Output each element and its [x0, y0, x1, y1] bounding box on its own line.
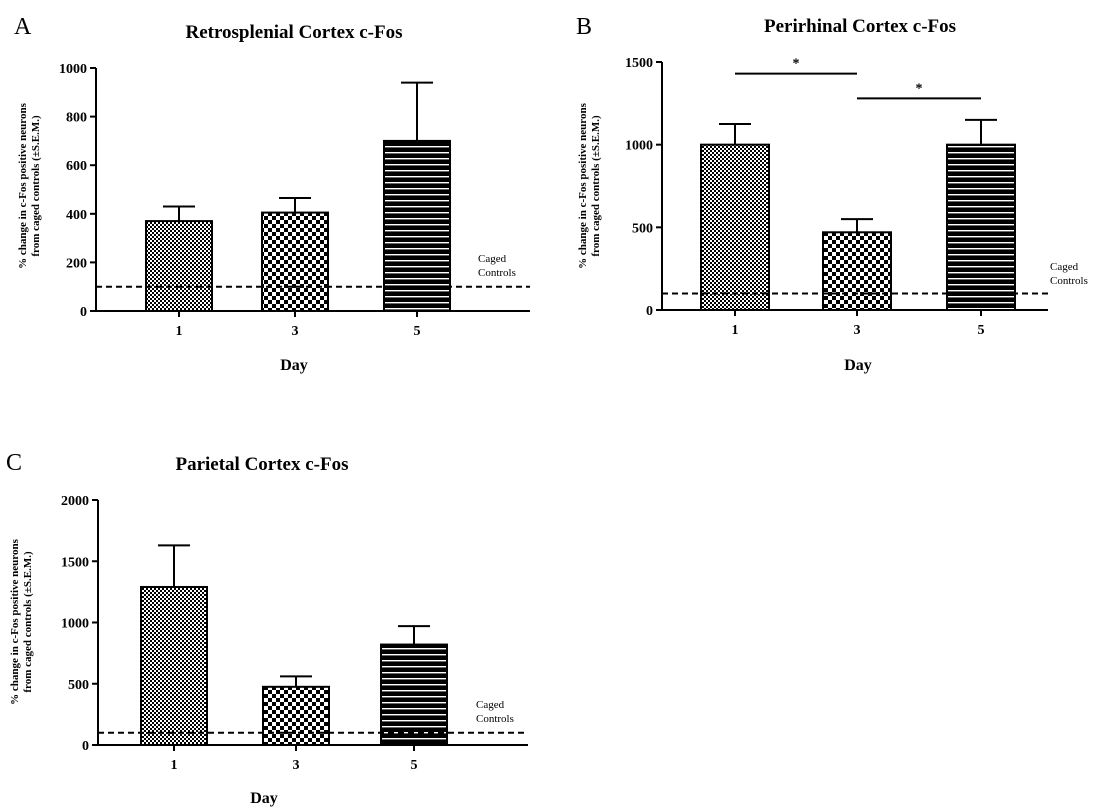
panel-letter-a: A: [14, 14, 32, 40]
y-axis-label-c-line1: % change in c-Fos positive neurons: [9, 538, 21, 704]
x-axis-label-c: Day: [250, 790, 278, 807]
panel-b: B Perirhinal Cortex c-Fos % change in c-…: [560, 0, 1105, 390]
y-tick-label-c: 0: [82, 739, 89, 754]
chart-title-c: Parietal Cortex c-Fos: [175, 454, 348, 475]
bar-c-day-3: [262, 685, 330, 746]
y-tick-label-c: 1000: [61, 617, 89, 632]
y-tick-label-c: 2000: [61, 494, 89, 509]
bar-a-day-1: [145, 220, 213, 312]
chart-c: C Parietal Cortex c-Fos % change in c-Fo…: [6, 450, 528, 807]
chart-title-a: Retrosplenial Cortex c-Fos: [185, 22, 402, 43]
chart-b: B Perirhinal Cortex c-Fos % change in c-…: [576, 14, 1088, 374]
reference-label-b-line2: Controls: [1050, 275, 1088, 287]
y-tick-label-a: 1000: [59, 62, 87, 77]
bar-a-day-5: [383, 139, 451, 312]
x-tick-label-c: 1: [171, 758, 178, 773]
x-tick-label-a: 1: [176, 324, 183, 339]
panel-letter-c: C: [6, 450, 22, 476]
y-axis-label-b-line2: from caged controls (±S.E.M.): [590, 115, 602, 257]
y-axis-label-b: % change in c-Fos positive neurons from …: [577, 102, 602, 268]
bar-c-day-5: [380, 643, 448, 746]
x-tick-label-c: 5: [411, 758, 418, 773]
y-tick-label-a: 600: [66, 159, 87, 174]
plot-area-a: 0 200 400 600 800 1000 1 3 5 Caged Controls: [59, 62, 530, 339]
x-tick-label-b: 5: [978, 323, 985, 338]
y-axis-label-a: % change in c-Fos positive neurons from …: [17, 102, 42, 268]
x-tick-label-b: 3: [854, 323, 861, 338]
x-axis-label-b: Day: [844, 357, 872, 374]
y-tick-label-a: 800: [66, 111, 87, 126]
panel-c: C Parietal Cortex c-Fos % change in c-Fo…: [0, 430, 550, 809]
y-tick-label-b: 0: [646, 304, 653, 319]
significance-star-b-0: *: [793, 57, 800, 72]
y-tick-label-a: 0: [80, 305, 87, 320]
x-tick-label-c: 3: [293, 758, 300, 773]
y-tick-label-b: 1000: [625, 139, 653, 154]
reference-label-a-line2: Controls: [478, 267, 516, 279]
significance-star-b-1: *: [916, 81, 923, 96]
chart-a: A Retrosplenial Cortex c-Fos % change in…: [14, 14, 530, 374]
x-tick-label-a: 5: [414, 324, 421, 339]
reference-label-a-line1: Caged: [478, 253, 507, 265]
x-axis-label-a: Day: [280, 357, 308, 374]
y-axis-label-a-line2: from caged controls (±S.E.M.): [30, 115, 42, 257]
y-tick-label-b: 500: [632, 221, 653, 236]
bar-b-day-5: [946, 143, 1016, 311]
chart-title-b: Perirhinal Cortex c-Fos: [764, 16, 956, 37]
reference-label-c-line2: Controls: [476, 713, 514, 725]
y-tick-label-a: 400: [66, 208, 87, 223]
reference-label-c-line1: Caged: [476, 699, 505, 711]
x-tick-label-a: 3: [292, 324, 299, 339]
y-tick-label-a: 200: [66, 256, 87, 271]
bar-b-day-3: [822, 231, 892, 311]
bar-c-day-1: [140, 585, 208, 746]
y-axis-label-a-line1: % change in c-Fos positive neurons: [17, 102, 29, 268]
x-tick-label-b: 1: [732, 323, 739, 338]
y-axis-label-c-line2: from caged controls (±S.E.M.): [22, 551, 34, 693]
bar-b-day-1: [700, 143, 770, 311]
y-tick-label-b: 1500: [625, 56, 653, 71]
bar-a-day-3: [261, 211, 329, 313]
y-tick-label-c: 500: [68, 678, 89, 693]
plot-area-b: 0 500 1000 1500 1 3 5 Caged Controls * *: [625, 56, 1088, 338]
y-axis-label-c: % change in c-Fos positive neurons from …: [9, 538, 34, 704]
y-axis-label-b-line1: % change in c-Fos positive neurons: [577, 102, 589, 268]
panel-a: A Retrosplenial Cortex c-Fos % change in…: [0, 0, 550, 390]
panel-letter-b: B: [576, 14, 592, 40]
y-tick-label-c: 1500: [61, 555, 89, 570]
reference-label-b-line1: Caged: [1050, 261, 1079, 273]
plot-area-c: 0 500 1000 1500 2000 1 3 5 Caged Controls: [61, 494, 528, 773]
